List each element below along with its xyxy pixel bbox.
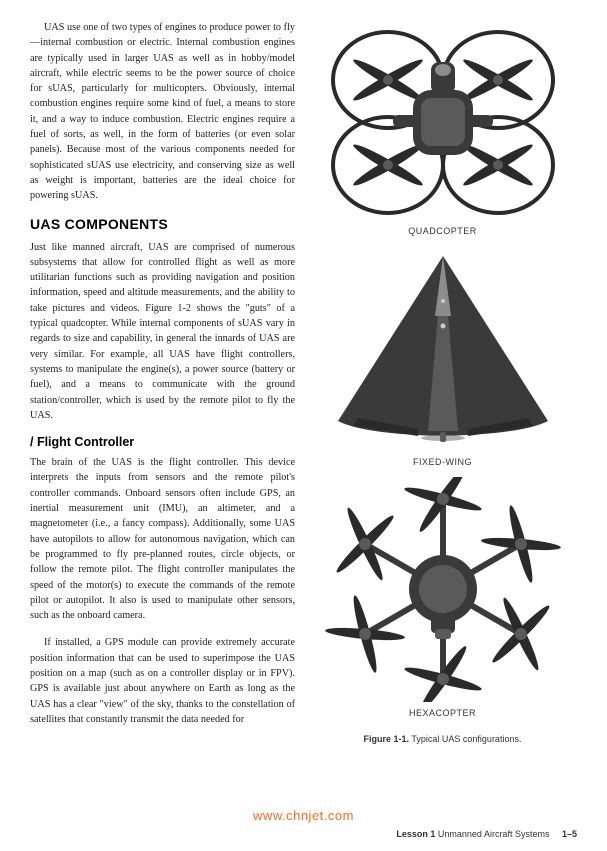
hexacopter-label: HEXACOPTER	[409, 708, 476, 718]
figure-hexacopter: HEXACOPTER	[323, 477, 563, 718]
quadcopter-label: QUADCOPTER	[408, 226, 477, 236]
figure-caption-number: Figure 1-1.	[364, 734, 410, 744]
watermark: www.chnjet.com	[253, 808, 354, 823]
page-footer: Lesson 1 Unmanned Aircraft Systems 1–5	[396, 829, 577, 839]
figure-fixed-wing: FIXED-WING	[323, 246, 563, 467]
fixed-wing-illustration	[323, 246, 563, 451]
hexacopter-illustration	[323, 477, 563, 702]
figure-caption: Figure 1-1. Typical UAS configurations.	[364, 734, 522, 744]
paragraph-components: Just like manned aircraft, UAS are compr…	[30, 240, 295, 424]
figure-column: QUADCOPTER FIXED-WING	[310, 20, 575, 841]
text-column: UAS use one of two types of engines to p…	[30, 20, 310, 841]
footer-lesson-label: Lesson 1	[396, 829, 435, 839]
quadcopter-illustration	[323, 20, 563, 220]
heading-flight-controller: / Flight Controller	[30, 435, 295, 449]
heading-uas-components: UAS COMPONENTS	[30, 216, 295, 232]
figure-quadcopter: QUADCOPTER	[323, 20, 563, 236]
page-container: UAS use one of two types of engines to p…	[0, 0, 607, 851]
paragraph-gps: If installed, a GPS module can provide e…	[30, 635, 295, 727]
fixed-wing-label: FIXED-WING	[413, 457, 472, 467]
paragraph-engines: UAS use one of two types of engines to p…	[30, 20, 295, 204]
paragraph-flight-controller: The brain of the UAS is the flight contr…	[30, 455, 295, 623]
figure-caption-text: Typical UAS configurations.	[409, 734, 521, 744]
footer-lesson-title: Unmanned Aircraft Systems	[438, 829, 550, 839]
footer-page-number: 1–5	[562, 829, 577, 839]
